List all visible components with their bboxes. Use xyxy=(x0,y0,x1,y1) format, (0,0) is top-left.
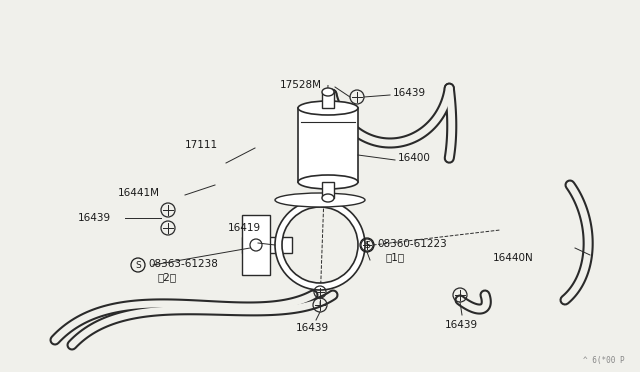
Text: 16439: 16439 xyxy=(78,213,111,223)
Text: （1）: （1） xyxy=(385,252,404,262)
Bar xyxy=(298,108,358,182)
Text: 16441M: 16441M xyxy=(118,188,160,198)
Text: ^ 6(*00 P: ^ 6(*00 P xyxy=(584,356,625,365)
Ellipse shape xyxy=(322,194,334,202)
Text: 16400: 16400 xyxy=(398,153,431,163)
Ellipse shape xyxy=(298,175,358,189)
Text: 16439: 16439 xyxy=(393,88,426,98)
Bar xyxy=(322,92,334,108)
Text: S: S xyxy=(135,260,141,269)
Ellipse shape xyxy=(298,101,358,115)
Ellipse shape xyxy=(275,193,365,207)
Bar xyxy=(242,237,292,253)
Bar xyxy=(242,215,270,275)
Text: 16440N: 16440N xyxy=(493,253,534,263)
Text: 16439: 16439 xyxy=(445,320,478,330)
Text: 17528M: 17528M xyxy=(280,80,322,90)
Text: 08363-61238: 08363-61238 xyxy=(148,259,218,269)
Text: 16419: 16419 xyxy=(228,223,261,233)
Text: 08360-61223: 08360-61223 xyxy=(377,239,447,249)
Text: （2）: （2） xyxy=(157,272,176,282)
Text: 16439: 16439 xyxy=(296,323,329,333)
Text: S: S xyxy=(364,241,370,250)
Ellipse shape xyxy=(322,88,334,96)
Bar xyxy=(322,182,334,198)
Text: 17111: 17111 xyxy=(185,140,218,150)
